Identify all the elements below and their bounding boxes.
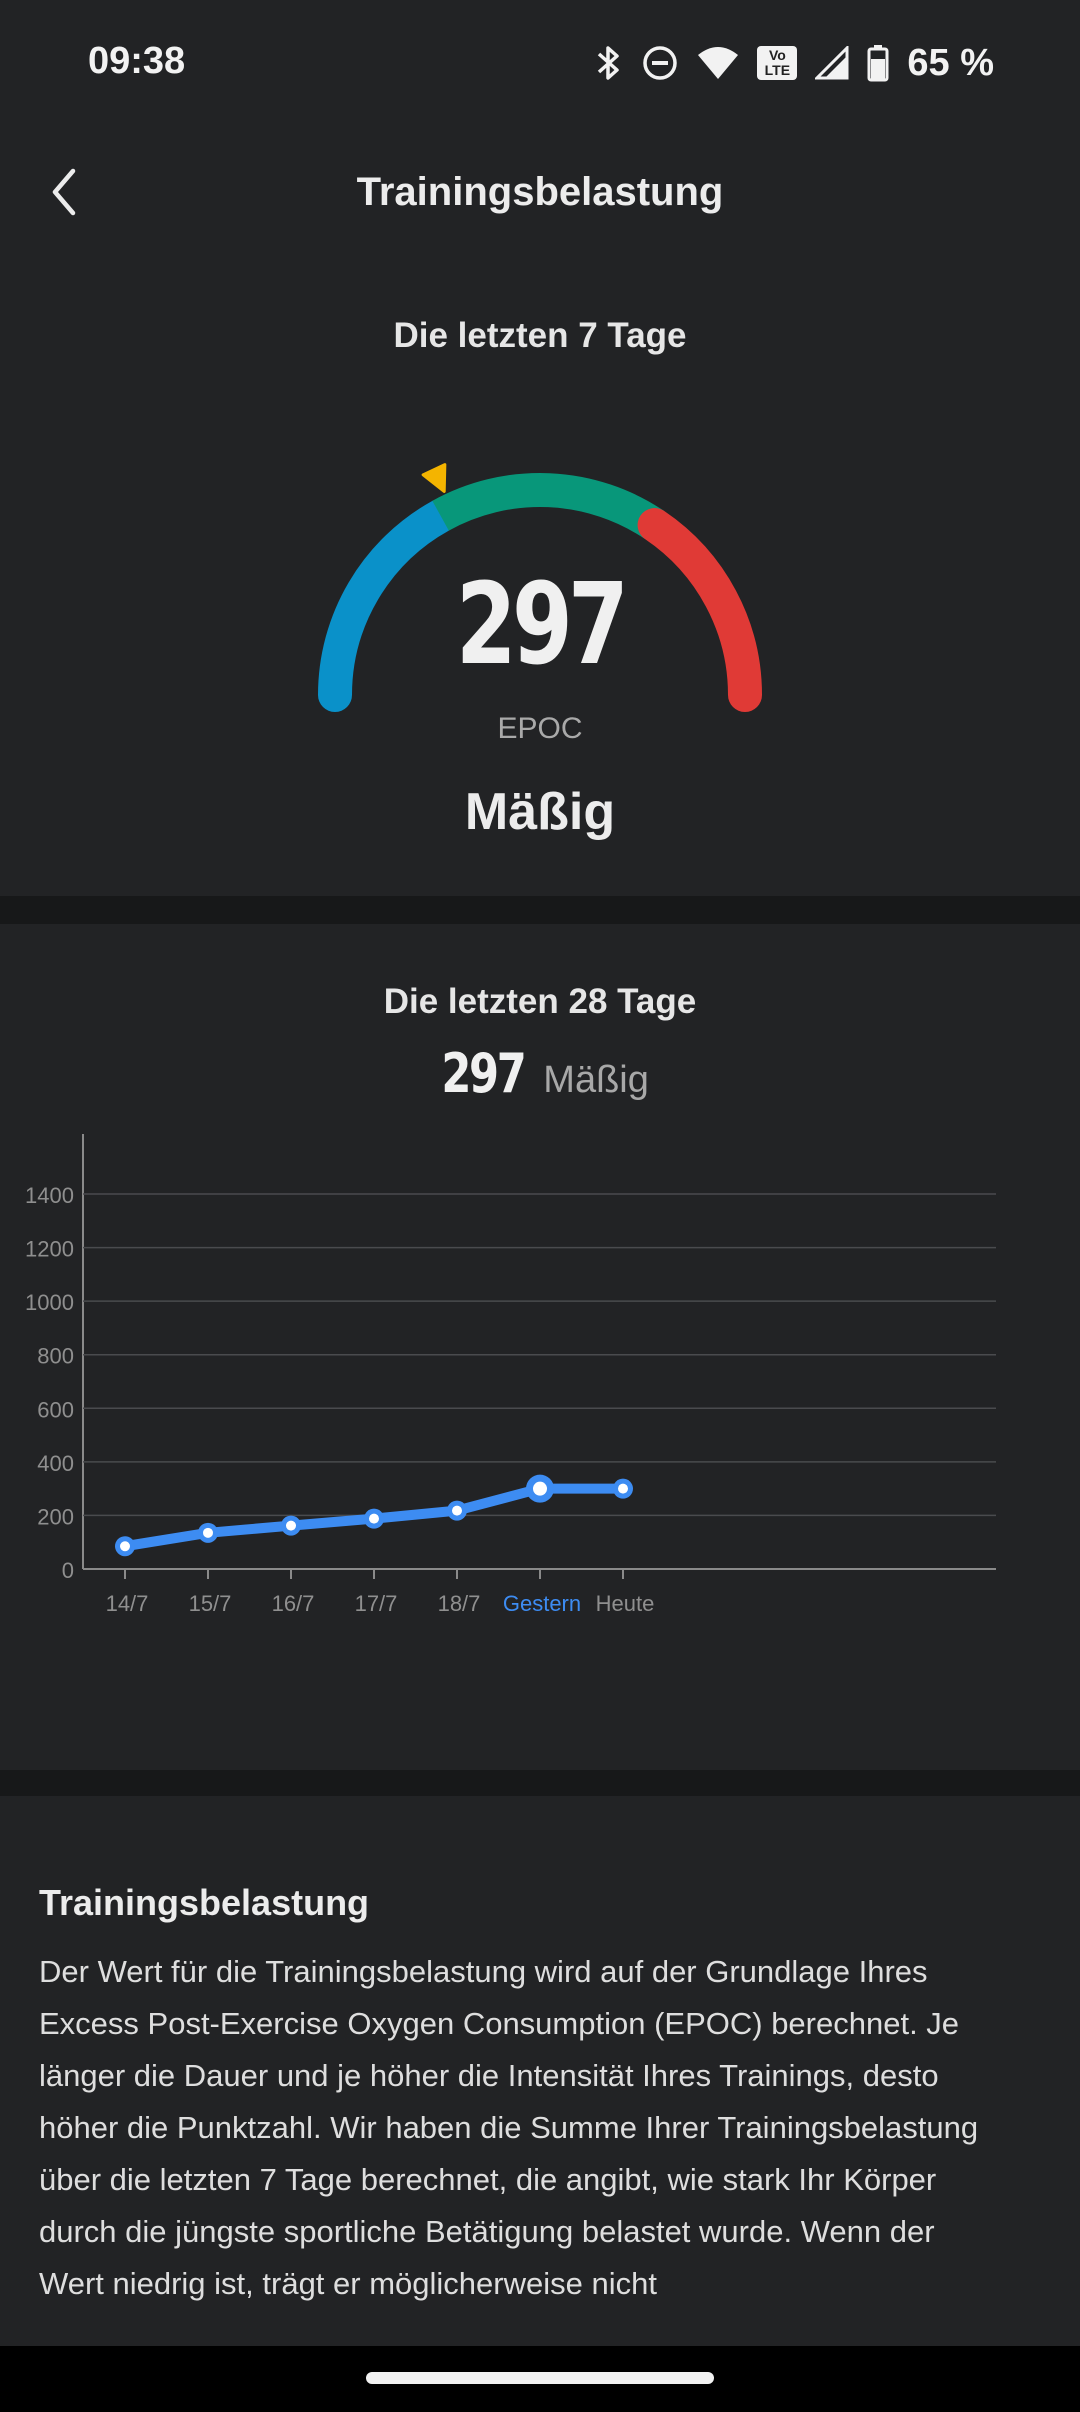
status-bar: 09:38 Vo LTE 65 % <box>0 0 1080 130</box>
navigation-bar <box>0 2346 1080 2412</box>
x-tick-label: 17/7 <box>355 1591 398 1616</box>
monthly-load-card: Die letzten 28 Tage 297 Mäßig 0 200 400 600… <box>0 924 1080 1770</box>
gauge-segment-optimal <box>432 473 665 540</box>
y-tick-label: 1400 <box>25 1183 74 1208</box>
monthly-subtitle: Die letzten 28 Tage <box>383 982 697 1021</box>
gauge-level: Mäßig <box>464 783 616 841</box>
status-time: 09:38 <box>88 40 186 82</box>
load-line-chart[interactable]: 0 200 400 600 800 1000 1200 1400 14/7 15/7 16/7 17/… <box>0 1134 1080 1654</box>
y-tick-label: 200 <box>37 1504 74 1529</box>
monthly-level: Mäßig <box>543 1059 649 1101</box>
volte-icon: Vo LTE <box>757 46 798 80</box>
page-title: Trainingsbelastung <box>356 170 724 214</box>
y-tick-label: 1200 <box>25 1237 74 1262</box>
x-tick-label: 18/7 <box>438 1591 481 1616</box>
gauge-unit: EPOC <box>497 712 583 745</box>
x-tick-label: 15/7 <box>189 1591 232 1616</box>
monthly-value: 297 <box>441 1042 526 1105</box>
data-point-center <box>618 1483 628 1494</box>
home-gesture-handle[interactable] <box>366 2372 714 2384</box>
data-point-center <box>203 1527 213 1538</box>
info-title: Trainingsbelastung <box>39 1882 370 1923</box>
info-card: Trainingsbelastung Der Wert für die Trai… <box>0 1796 1080 2346</box>
y-tick-label: 400 <box>37 1451 74 1476</box>
x-tick-label: 14/7 <box>106 1591 149 1616</box>
weekly-subtitle: Die letzten 7 Tage <box>393 316 687 355</box>
back-button[interactable] <box>34 162 94 222</box>
monthly-summary: 297 Mäßig <box>0 1042 1080 1105</box>
section-divider <box>0 1770 1080 1798</box>
battery-icon <box>867 45 889 82</box>
gauge-segment-low <box>318 498 458 712</box>
app-header: Trainingsbelastung <box>0 140 1080 250</box>
x-tick-label: Heute <box>596 1591 655 1616</box>
load-gauge <box>318 463 762 712</box>
signal-icon <box>815 46 849 80</box>
chevron-left-icon <box>52 168 76 216</box>
gauge-segment-high <box>637 508 762 712</box>
x-tick-label: 16/7 <box>272 1591 315 1616</box>
data-point-center <box>286 1520 296 1531</box>
y-tick-label: 800 <box>37 1344 74 1369</box>
x-tick-label: Gestern <box>503 1591 581 1616</box>
data-point-center <box>120 1541 130 1552</box>
section-divider <box>0 896 1080 924</box>
y-tick-label: 600 <box>37 1397 74 1422</box>
bluetooth-icon <box>598 46 620 80</box>
battery-percentage: 65 % <box>907 41 994 84</box>
y-tick-label: 1000 <box>25 1290 74 1315</box>
gauge-marker-icon <box>421 463 447 493</box>
status-icons: Vo LTE 65 % <box>593 38 994 88</box>
data-point-center <box>369 1513 379 1524</box>
gauge-value: 297 <box>455 560 629 690</box>
do-not-disturb-icon <box>643 46 678 80</box>
data-point-center <box>533 1481 547 1496</box>
data-point-center <box>452 1505 462 1516</box>
y-tick-label: 0 <box>62 1558 74 1583</box>
weekly-load-card: Die letzten 7 Tage 297 EPOC Mäßig <box>0 260 1080 896</box>
info-text: Der Wert für die Trainingsbelastung wird… <box>39 1954 979 2301</box>
wifi-icon <box>698 47 739 79</box>
